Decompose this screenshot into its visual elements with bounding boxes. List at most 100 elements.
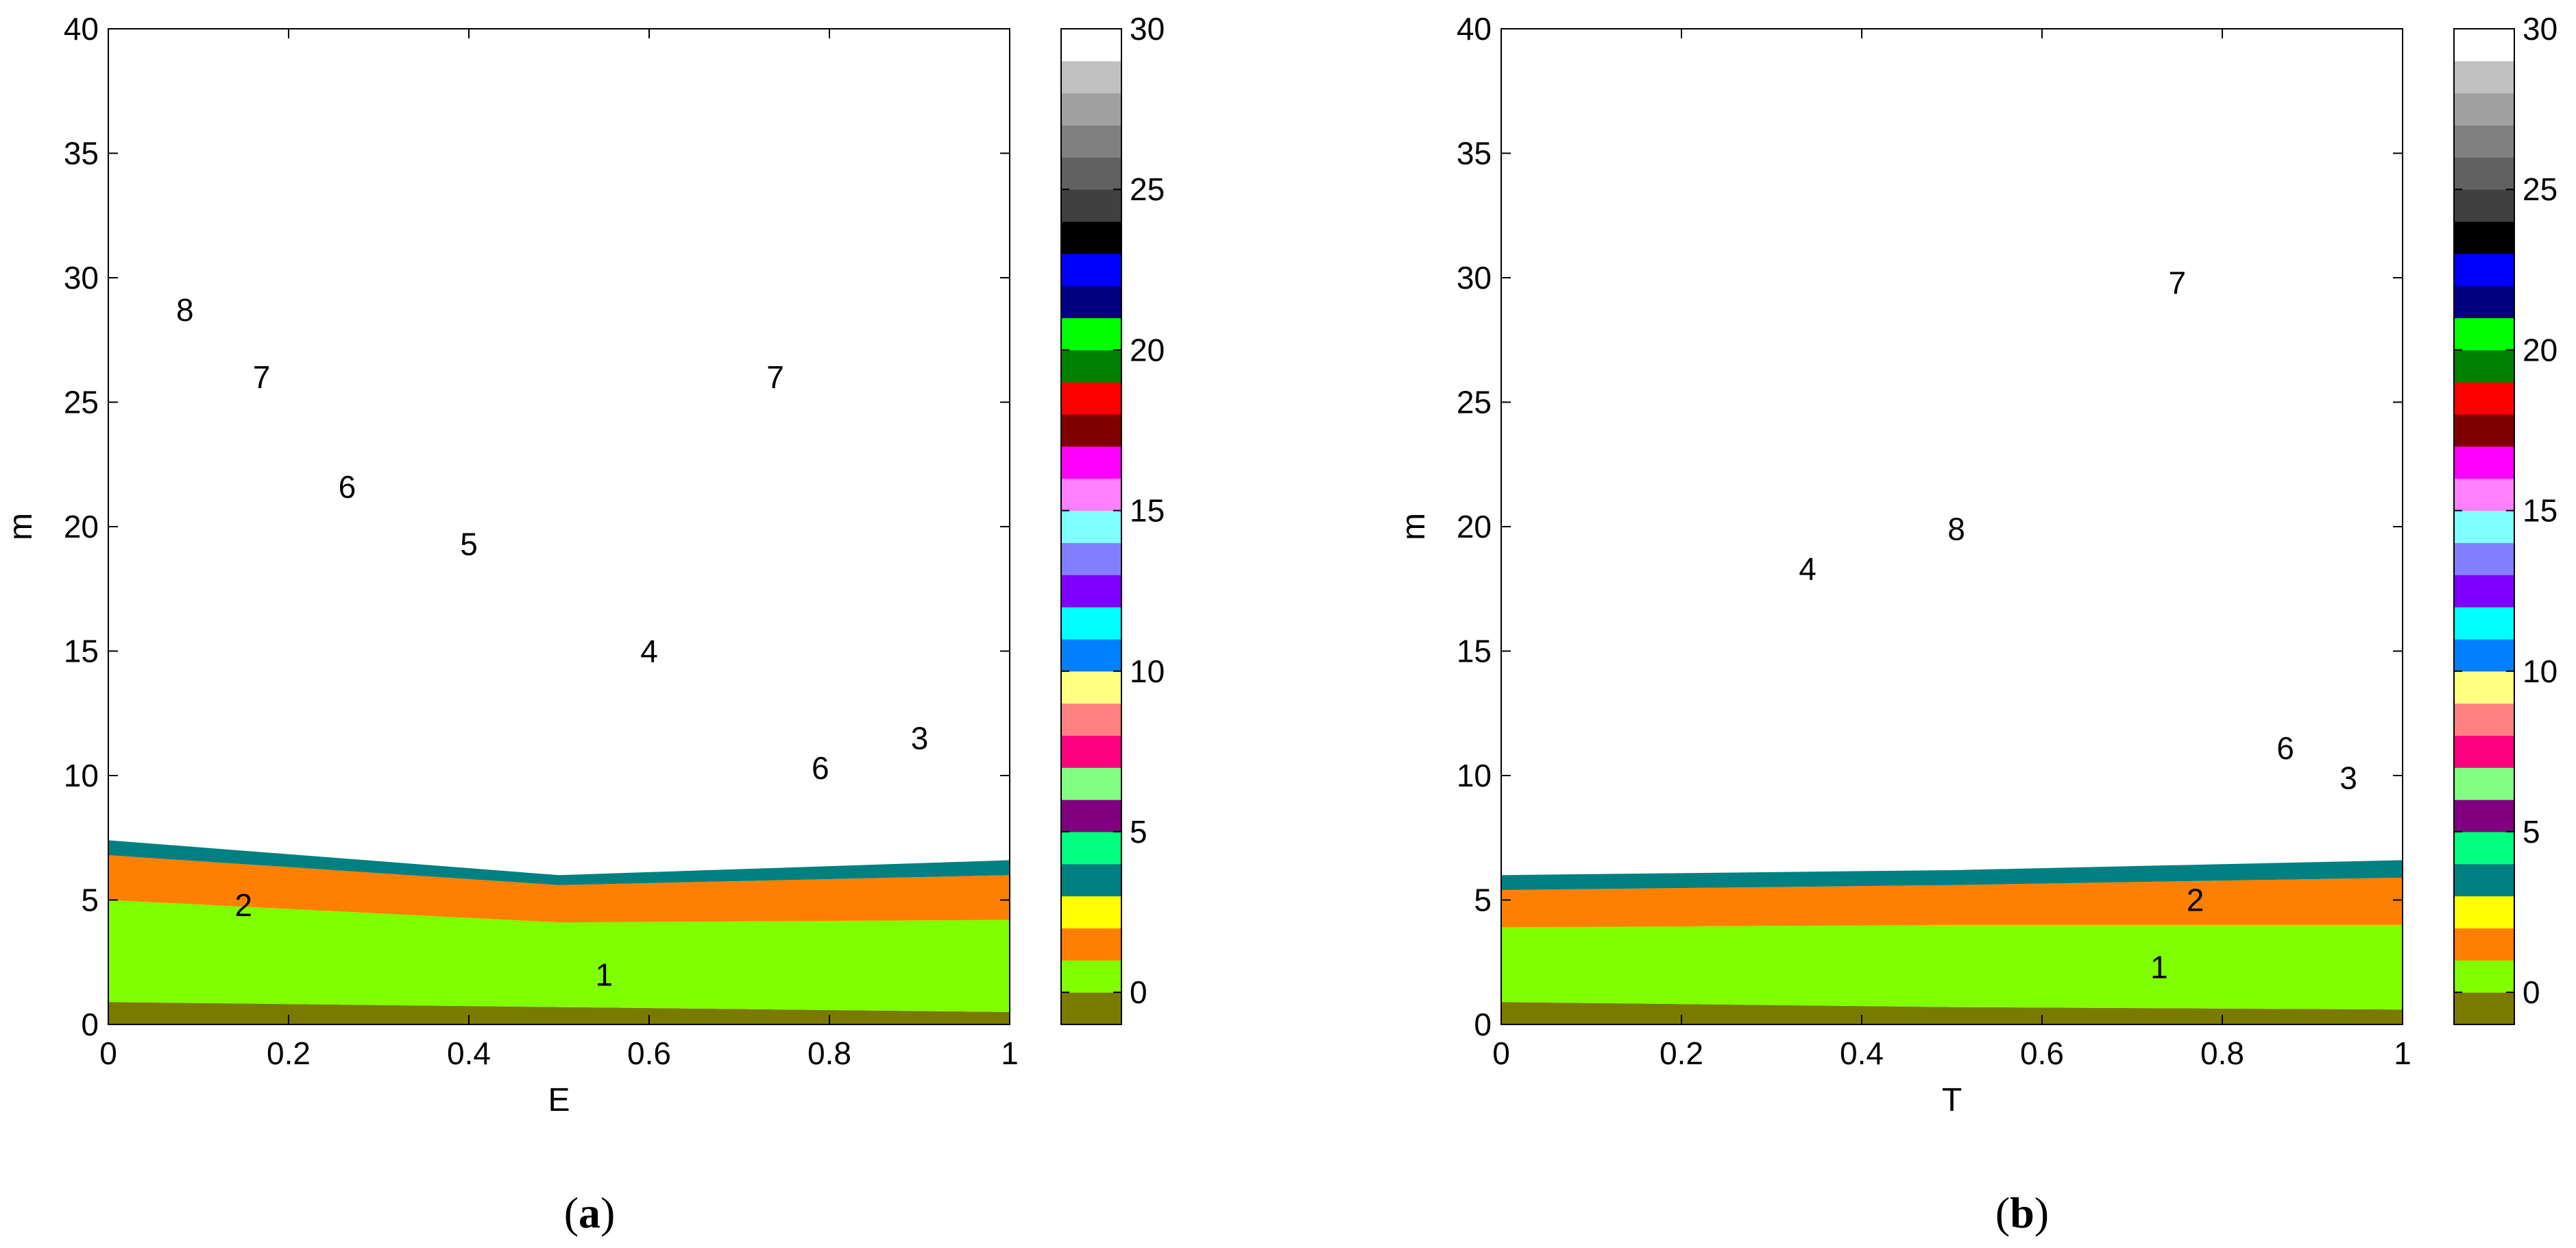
region-label: 1 xyxy=(595,957,613,992)
x-tick-label: 0.8 xyxy=(2200,1035,2244,1071)
colorbar-cell xyxy=(1061,93,1121,126)
colorbar-cell xyxy=(2454,896,2514,928)
colorbar-cell xyxy=(1061,478,1121,512)
colorbar-tick-label: 25 xyxy=(2523,171,2557,207)
x-tick-label: 0.6 xyxy=(2020,1035,2064,1071)
plot-area-a xyxy=(108,29,1010,1024)
x-tick-label: 1 xyxy=(1001,1035,1019,1071)
y-tick-label: 25 xyxy=(1457,385,1492,420)
colorbar-cell xyxy=(2454,928,2514,961)
colorbar-cell xyxy=(1061,285,1121,319)
y-tick-label: 35 xyxy=(64,136,99,171)
y-tick-label: 20 xyxy=(64,509,99,544)
x-tick-label: 0.2 xyxy=(1660,1035,1703,1071)
colorbar-cell xyxy=(1061,446,1121,479)
y-tick-label: 20 xyxy=(1457,509,1492,544)
colorbar-cell xyxy=(2454,638,2514,672)
region-label: 6 xyxy=(339,469,356,505)
colorbar-cell xyxy=(2454,767,2514,800)
band-value-4 xyxy=(108,840,1010,885)
x-tick-label: 0.4 xyxy=(1840,1035,1884,1071)
colorbar-cell xyxy=(2454,29,2514,62)
y-tick-label: 25 xyxy=(64,385,99,420)
region-label: 2 xyxy=(2187,883,2204,918)
colorbar-frame xyxy=(2453,28,2515,1025)
colorbar-cell xyxy=(2454,831,2514,865)
caption-b: (b) xyxy=(1995,1188,2049,1237)
colorbar-tick-label: 15 xyxy=(2523,493,2557,529)
colorbar-cell xyxy=(1061,671,1121,704)
colorbar-cell xyxy=(2454,992,2514,1025)
x-tick-label: 0 xyxy=(1492,1035,1510,1071)
band-value-2 xyxy=(1501,877,2403,928)
x-axis-label-a: E xyxy=(548,1082,570,1118)
y-tick-label: 30 xyxy=(1457,260,1492,296)
colorbar-a: 0 5 10 15 20 25 30 xyxy=(1060,11,1165,1025)
colorbar-cell xyxy=(2454,350,2514,383)
colorbar-cell xyxy=(1061,317,1121,350)
colorbar-cell xyxy=(1061,253,1121,287)
colorbar-tick-label: 30 xyxy=(1130,11,1165,47)
colorbar-cell xyxy=(2454,317,2514,350)
y-tick-label: 0 xyxy=(81,1007,99,1042)
region-label: 3 xyxy=(911,721,929,756)
y-tick-label: 15 xyxy=(64,634,99,669)
colorbar-cell xyxy=(2454,863,2514,897)
colorbar-cell xyxy=(2454,735,2514,768)
y-tick-label: 5 xyxy=(1474,883,1492,918)
colorbar-cell xyxy=(1061,960,1121,993)
x-tick-label: 0.2 xyxy=(267,1035,311,1071)
colorbar-cell xyxy=(1061,703,1121,736)
colorbar-cell xyxy=(2454,446,2514,479)
colorbar-tick-label: 5 xyxy=(2523,814,2540,850)
x-tick-label: 0.4 xyxy=(447,1035,491,1071)
colorbar-cell xyxy=(1061,735,1121,768)
region-label: 4 xyxy=(1799,551,1816,587)
colorbar-cell xyxy=(1061,863,1121,897)
colorbar-cell xyxy=(2454,93,2514,126)
colorbar-cell xyxy=(1061,510,1121,543)
caption-a-letter: a xyxy=(579,1188,600,1237)
colorbar-cell xyxy=(1061,928,1121,961)
caption-b-letter: b xyxy=(2010,1188,2034,1237)
y-axis-label-b: m xyxy=(1396,513,1432,540)
y-tick-label: 0 xyxy=(1474,1007,1492,1042)
region-label: 4 xyxy=(640,634,658,669)
colorbar-tick-label: 10 xyxy=(1130,653,1165,689)
region-labels-b: 12 3 4 6 7 8 xyxy=(1799,265,2357,985)
colorbar-cell xyxy=(2454,253,2514,287)
colorbar-cell xyxy=(2454,125,2514,158)
y-tick-label: 30 xyxy=(64,260,99,296)
colorbar-cell xyxy=(1061,60,1121,94)
caption-b-open: ( xyxy=(1995,1188,2010,1237)
colorbar-cell xyxy=(2454,60,2514,94)
colorbar-cell xyxy=(1061,350,1121,383)
colorbar-cell xyxy=(2454,221,2514,254)
colorbar-cell xyxy=(2454,189,2514,222)
colorbar-frame xyxy=(1060,28,1122,1025)
region-labels-a: 1 2 3 4 5 6 6 7 7 8 xyxy=(176,292,928,992)
colorbar-cell xyxy=(2454,382,2514,415)
colorbar-tick-label: 30 xyxy=(2523,11,2557,47)
colorbar-cell xyxy=(1061,992,1121,1025)
caption-a-close: ) xyxy=(600,1188,615,1237)
x-tick-label: 0 xyxy=(99,1035,117,1071)
colorbar-tick-label: 0 xyxy=(1130,974,1147,1010)
x-tick-label: 0.8 xyxy=(807,1035,851,1071)
colorbar-cell xyxy=(1061,800,1121,832)
band-value--1 xyxy=(1501,1002,2403,1024)
region-label: 6 xyxy=(2276,730,2294,766)
colorbar-cell xyxy=(1061,189,1121,222)
caption-a-open: ( xyxy=(564,1188,579,1237)
y-axis-label-a: m xyxy=(3,513,39,540)
caption-a: (a) xyxy=(564,1188,616,1237)
colorbar-cell xyxy=(1061,382,1121,415)
colorbar-cell xyxy=(1061,125,1121,158)
colorbar-cell xyxy=(2454,414,2514,447)
band-value-4 xyxy=(1501,860,2403,890)
y-tick-label: 35 xyxy=(1457,136,1492,171)
band-value-1 xyxy=(108,900,1010,1012)
